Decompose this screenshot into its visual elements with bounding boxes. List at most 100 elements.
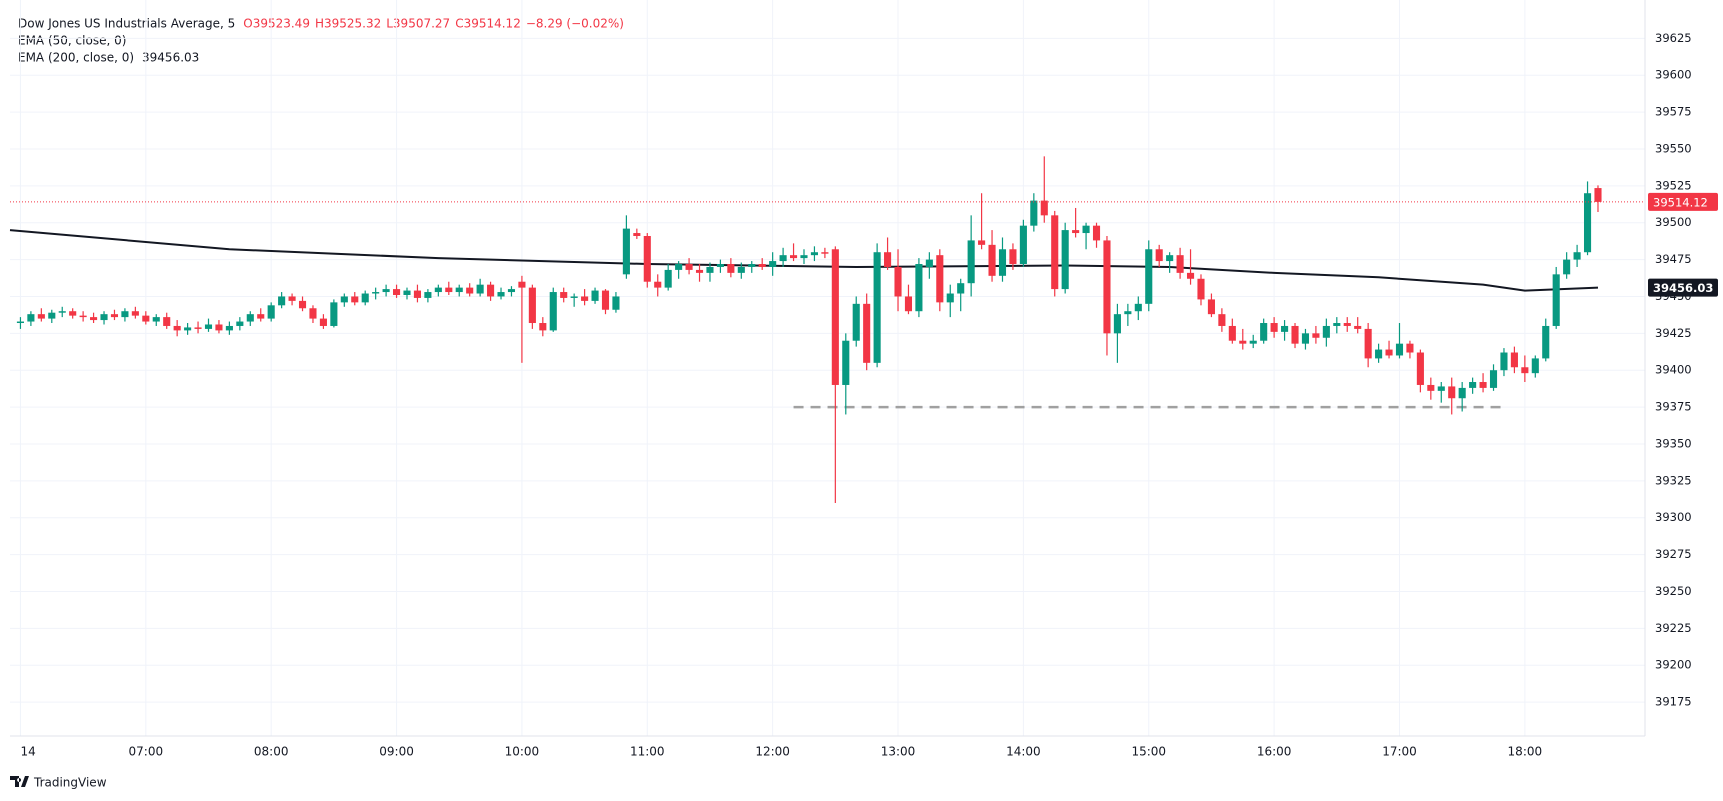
candle-body: [288, 296, 296, 301]
candle-body: [110, 314, 119, 318]
candle-body: [612, 296, 620, 310]
candle-body: [1385, 349, 1393, 356]
candle-body: [100, 314, 108, 321]
candle-body: [936, 255, 944, 303]
candle-body: [1489, 370, 1498, 388]
candle-body: [225, 325, 233, 331]
y-tick-label: 39600: [1655, 68, 1692, 82]
candle-body: [372, 292, 380, 294]
candle-body: [810, 252, 818, 256]
candle-body: [1437, 386, 1445, 391]
candle-body: [173, 325, 181, 331]
candle-body: [1406, 343, 1414, 353]
candle-body: [1563, 259, 1571, 275]
candle-body: [79, 315, 87, 318]
y-tick-label: 39400: [1655, 363, 1692, 377]
candle-body: [800, 255, 808, 259]
candle-body: [1239, 340, 1247, 344]
candle-body: [1552, 274, 1560, 326]
candle-body: [1333, 323, 1341, 326]
candle-body: [591, 290, 599, 301]
candle-body: [1030, 200, 1038, 226]
candle-body: [1155, 249, 1163, 262]
candle-body: [194, 327, 202, 329]
candle-body: [1458, 387, 1466, 399]
ema-line: [9, 229, 1599, 292]
candle-body: [1521, 367, 1529, 374]
candle-body: [863, 303, 871, 363]
candle-body: [16, 321, 24, 324]
candle-body: [319, 318, 327, 326]
y-tick-label: 39375: [1655, 400, 1692, 414]
candle-body: [90, 317, 98, 321]
candle-body: [309, 308, 317, 319]
candle-body: [1573, 252, 1581, 260]
candle-body: [894, 266, 902, 297]
candle-body: [267, 305, 275, 319]
indicator-label: EMA (50, close, 0): [18, 34, 126, 48]
candle-body: [1427, 384, 1435, 391]
candle-body: [434, 287, 442, 293]
candle-body: [1176, 255, 1184, 273]
candle-body: [748, 264, 756, 267]
candle-body: [1186, 272, 1195, 279]
candle-body: [1260, 323, 1268, 341]
candle-body: [1134, 303, 1142, 312]
candle-body: [967, 240, 975, 284]
candle-body: [152, 317, 160, 322]
candle-body: [1448, 386, 1456, 399]
candle-body: [1103, 240, 1111, 334]
candle-body: [528, 287, 536, 324]
indicator-label: EMA (200, close, 0): [18, 51, 134, 65]
x-tick-label: 10:00: [505, 745, 540, 759]
candle-body: [340, 296, 348, 303]
y-tick-label: 39550: [1655, 141, 1692, 155]
candle-body: [1469, 382, 1477, 388]
y-tick-label: 39500: [1655, 215, 1692, 229]
candle-body: [476, 284, 484, 294]
candle-body: [633, 233, 641, 236]
candle-body: [1291, 325, 1299, 344]
candle-body: [1072, 230, 1080, 234]
candle-body: [497, 292, 505, 297]
candle-body: [685, 264, 693, 270]
candle-body: [1479, 382, 1487, 388]
candle-body: [1583, 193, 1592, 253]
y-tick-label: 39350: [1655, 436, 1692, 450]
candle-body: [121, 311, 129, 318]
candle-body: [1542, 325, 1550, 359]
close-label: C39514.12: [455, 17, 521, 31]
y-tick-label: 39300: [1655, 510, 1692, 524]
candle-body: [69, 311, 77, 316]
candle-body: [727, 264, 735, 273]
candle-body: [852, 303, 860, 341]
brand-logo: [10, 776, 29, 787]
candle-body: [769, 261, 777, 267]
candle-body: [413, 290, 421, 298]
candle-body: [758, 264, 766, 267]
candle-body: [873, 252, 881, 363]
candle-body: [789, 255, 798, 259]
candle-body: [1145, 249, 1153, 304]
candle-body: [236, 321, 244, 326]
candle-body: [654, 281, 662, 288]
candle-body: [1040, 200, 1048, 216]
candle-body: [957, 283, 965, 294]
candle-body: [1092, 225, 1101, 241]
ema-price-label: 39456.03: [1653, 281, 1713, 295]
brand-text: TradingView: [33, 776, 107, 790]
y-tick-label: 39525: [1655, 178, 1692, 192]
candle-body: [455, 287, 463, 293]
candle-body: [392, 289, 401, 295]
candle-body: [842, 340, 850, 385]
candle-body: [560, 292, 568, 298]
x-tick-label: 11:00: [630, 745, 665, 759]
indicator-value: 39456.03: [142, 51, 199, 65]
price-label: 39514.12: [1653, 195, 1708, 209]
candle-body: [1218, 314, 1226, 326]
candle-body: [1113, 314, 1121, 334]
candle-body: [570, 296, 578, 298]
candle-body: [278, 296, 286, 306]
candle-body: [539, 323, 547, 331]
